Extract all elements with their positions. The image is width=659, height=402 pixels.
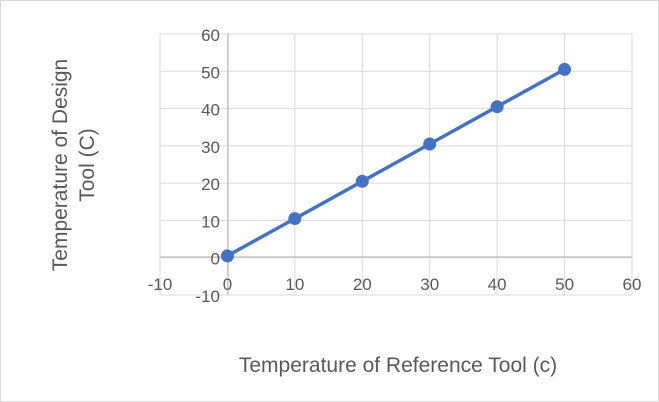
y-tick-label: 50 [201,63,220,82]
y-tick-label: 10 [201,212,220,231]
data-point [220,249,234,263]
series-layer [220,62,572,263]
y-axis-title-line-1: Temperature of Design [49,59,72,271]
y-tick-label: -10 [195,287,220,306]
x-tick-label: 50 [555,275,574,294]
y-tick-label: 60 [201,26,220,45]
series-line [226,67,566,258]
data-point [288,212,302,226]
y-axis-title: Temperature of Design Tool (C) [49,59,99,271]
data-point [355,174,369,188]
x-tick-label: 30 [420,275,439,294]
data-point [423,137,437,151]
x-tick-label: 20 [353,275,372,294]
y-axis-title-line-2: Tool (C) [76,128,99,202]
x-tick-label: 0 [223,275,232,294]
y-tick-label: 30 [201,138,220,157]
y-tick-label: 0 [211,250,220,269]
x-tick-label: 60 [623,275,642,294]
x-tick-label: 10 [285,275,304,294]
x-tick-label: -10 [148,275,173,294]
x-axis-title: Temperature of Reference Tool (c) [239,354,557,377]
data-point [490,100,504,114]
gridlines [159,33,633,296]
x-tick-label: 40 [488,275,507,294]
y-tick-label: 40 [201,101,220,120]
y-tick-label: 20 [201,175,220,194]
data-point [558,62,572,76]
